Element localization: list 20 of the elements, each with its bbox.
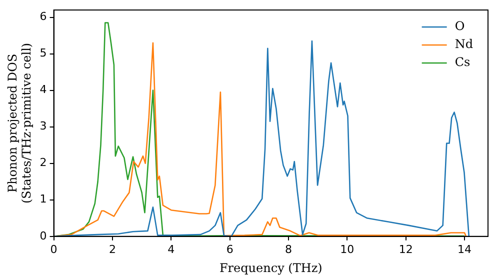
legend-label: O [454,19,465,34]
x-tick-label: 4 [168,242,175,256]
x-tick-label: 2 [108,242,116,256]
x-tick-label: 6 [226,242,234,256]
x-tick-label: 0 [50,242,58,256]
y-tick-label: 5 [40,46,47,60]
x-axis-title: Frequency (THz) [219,260,322,275]
y-tick-label: 0 [40,229,47,242]
legend-label: Nd [454,37,474,52]
y-tick-label: 1 [40,192,47,206]
y-axis-title: Phonon projected DOS (States/THz·primitive cell) [5,42,34,204]
y-tick-label: 6 [40,10,47,24]
legend-label: Cs [454,55,470,70]
x-tick-label: 14 [458,242,472,256]
y-tick-label: 4 [40,83,47,96]
x-tick-label: 8 [285,242,292,256]
x-tick-label: 12 [398,242,413,256]
y-tick-label: 3 [40,120,47,133]
x-tick-label: 10 [340,242,354,256]
y-tick-label: 2 [40,156,47,170]
